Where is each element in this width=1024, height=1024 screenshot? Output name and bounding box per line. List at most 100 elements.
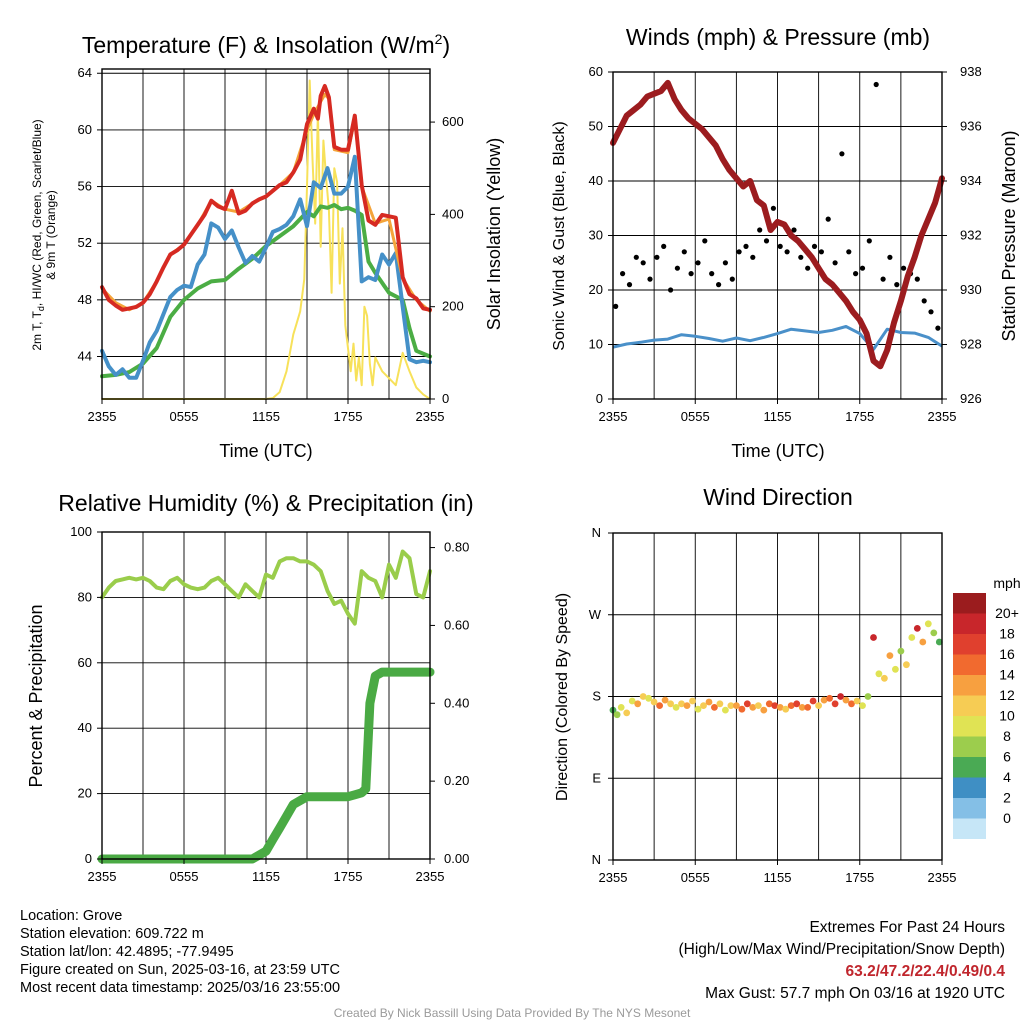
gust-point xyxy=(757,227,763,233)
direction-point xyxy=(881,674,888,682)
gust-point xyxy=(791,227,797,233)
y2-tick-label: 0.80 xyxy=(444,540,469,555)
x-tick-label: 1755 xyxy=(845,409,874,424)
gust-point xyxy=(894,282,900,288)
direction-point xyxy=(892,665,899,673)
y-tick-label: N xyxy=(592,525,601,540)
gust-point xyxy=(668,287,674,293)
max-gust-text: Max Gust: 57.7 mph On 03/16 at 1920 UTC xyxy=(705,985,1005,1002)
x-tick-label: 0555 xyxy=(681,409,710,424)
y-tick-label: 44 xyxy=(78,349,92,364)
y2-tick-label: 200 xyxy=(442,299,464,314)
gust-point xyxy=(921,298,927,304)
speed-legend-swatch xyxy=(953,695,986,716)
direction-point xyxy=(749,704,757,711)
temperature-ylabel-line2: & 9m T (Orange) xyxy=(44,190,58,280)
gust-point xyxy=(613,303,619,309)
direction-point xyxy=(672,704,680,711)
direction-point xyxy=(913,625,921,632)
x-tick-label: 1755 xyxy=(334,869,363,884)
speed-legend-label: 8 xyxy=(1003,728,1011,744)
direction-point xyxy=(886,652,894,659)
credit-text: Created By Nick Bassill Using Data Provi… xyxy=(333,1006,691,1020)
gust-point xyxy=(633,254,639,260)
y2-tick-label: 0.40 xyxy=(444,695,469,710)
station-info: Location: Grove Station elevation: 609.7… xyxy=(20,907,340,997)
direction-point xyxy=(848,700,855,708)
direction-point xyxy=(683,702,691,709)
direction-point xyxy=(815,702,822,709)
series-sonic-wind xyxy=(612,325,943,351)
series-2m-t xyxy=(100,84,432,312)
speed-legend-swatch xyxy=(953,634,986,655)
direction-point xyxy=(743,700,751,708)
y-tick-label: E xyxy=(592,770,601,785)
gust-point xyxy=(743,243,749,249)
temperature-panel: Temperature (F) & Insolation (W/m2) 2355… xyxy=(30,31,504,461)
speed-legend-swatch xyxy=(953,818,986,839)
direction-point xyxy=(628,697,636,705)
temperature-ticks: 2355 0555 1155 1755 2355 44 48 52 56 60 64 0 200 400 6… xyxy=(78,65,464,424)
direction-point xyxy=(613,711,621,719)
speed-legend-label: 4 xyxy=(1003,769,1011,785)
gust-point xyxy=(859,265,866,271)
gust-point xyxy=(832,260,838,266)
y-tick-label: 10 xyxy=(589,337,603,352)
x-tick-label: 2355 xyxy=(928,870,957,885)
direction-point xyxy=(727,702,735,709)
series-relative-humidity xyxy=(100,549,432,626)
recent-text: Most recent data timestamp: 2025/03/16 2… xyxy=(20,980,341,996)
direction-point xyxy=(656,702,663,709)
y2-tick-label: 930 xyxy=(960,282,982,297)
speed-legend-label: 18 xyxy=(999,625,1015,641)
temperature-ylabel-line1: 2m T, Td, HI/WC (Red, Green, Scarlet/Blu… xyxy=(30,119,46,350)
speed-legend-label: 12 xyxy=(999,687,1015,703)
gust-point xyxy=(805,265,811,271)
y-tick-label: S xyxy=(592,689,601,704)
y2-tick-label: 926 xyxy=(960,391,982,406)
gust-point xyxy=(798,254,804,260)
direction-point xyxy=(738,705,746,713)
y-tick-label: 48 xyxy=(78,292,92,307)
speed-legend-label: 0 xyxy=(1003,810,1011,826)
gust-point xyxy=(853,271,859,277)
y-tick-label: 60 xyxy=(589,64,603,79)
temperature-title: Temperature (F) & Insolation (W/m2) xyxy=(82,31,450,58)
direction-point xyxy=(634,700,642,708)
latlon-text: Station lat/lon: 42.4895; -77.9495 xyxy=(20,944,234,960)
gust-point xyxy=(750,254,756,260)
y-tick-label: 40 xyxy=(78,720,92,735)
gust-point xyxy=(770,205,777,211)
y-tick-label: 60 xyxy=(78,122,92,137)
x-tick-label: 2355 xyxy=(599,870,628,885)
gust-point xyxy=(722,260,729,266)
winds-panel: Winds (mph) & Pressure (mb) 2355 0555 1155… xyxy=(551,24,1019,461)
y-tick-label: 64 xyxy=(78,65,92,80)
gust-point xyxy=(928,309,934,315)
direction-point xyxy=(930,629,938,637)
direction-point xyxy=(787,702,795,709)
x-tick-label: 0555 xyxy=(681,870,710,885)
x-tick-label: 1155 xyxy=(252,869,280,884)
x-tick-label: 1155 xyxy=(764,870,792,885)
gust-point xyxy=(811,243,818,249)
temperature-grid xyxy=(102,69,430,399)
wind-direction-title: Wind Direction xyxy=(703,484,853,510)
temperature-y2label: Solar Insolation (Yellow) xyxy=(484,138,504,330)
direction-point xyxy=(716,700,724,708)
x-tick-label: 2355 xyxy=(88,869,117,884)
y2-tick-label: 932 xyxy=(960,228,982,243)
gust-point xyxy=(818,249,825,255)
gust-point xyxy=(784,249,790,255)
y2-tick-label: 928 xyxy=(960,337,982,352)
humidity-title: Relative Humidity (%) & Precipitation (i… xyxy=(58,490,473,516)
winds-title: Winds (mph) & Pressure (mb) xyxy=(626,24,930,50)
direction-point xyxy=(689,697,696,705)
speed-legend-swatch xyxy=(953,736,986,757)
elevation-text: Station elevation: 609.722 m xyxy=(20,926,204,942)
y-tick-label: W xyxy=(589,607,602,622)
gust-point xyxy=(873,81,879,88)
y-tick-label: 0 xyxy=(85,851,92,866)
speed-legend-swatch xyxy=(953,675,986,696)
